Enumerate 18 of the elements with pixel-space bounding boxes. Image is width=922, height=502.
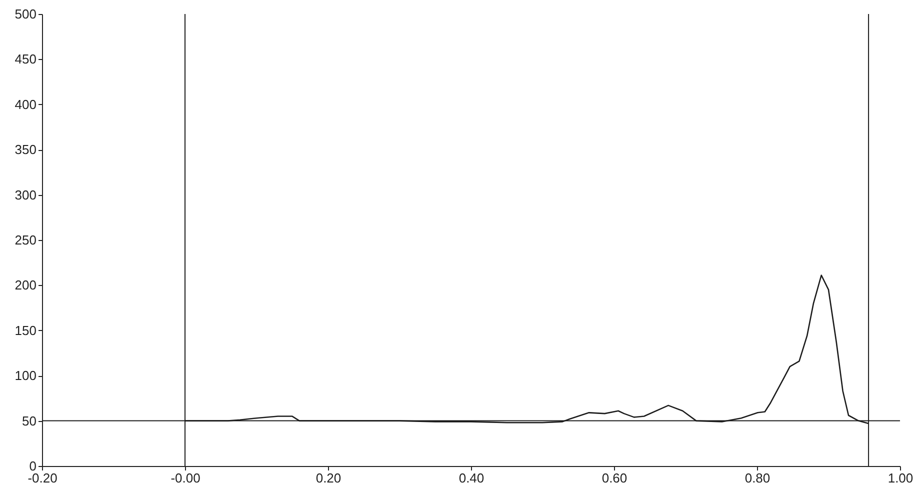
y-tick-label: 0 xyxy=(29,458,36,474)
y-tick-label: 400 xyxy=(14,96,36,112)
x-tick-label: 0.60 xyxy=(602,470,628,486)
x-tick-label: -0.20 xyxy=(28,470,58,486)
y-tick-label: 300 xyxy=(14,187,36,202)
x-tick-label: 0.80 xyxy=(744,470,770,486)
x-tick-label: 1.00 xyxy=(888,470,914,486)
x-tick-label: -0.00 xyxy=(170,470,200,486)
y-tick-label: 350 xyxy=(14,142,36,158)
y-tick-label: 450 xyxy=(14,52,36,67)
y-tick-label: 50 xyxy=(22,413,36,428)
y-tick-label: 250 xyxy=(14,232,36,248)
y-tick-label: 500 xyxy=(14,6,36,22)
x-tick-label: 0.40 xyxy=(458,470,484,486)
x-tick-label: 0.20 xyxy=(316,470,342,486)
y-tick-label: 150 xyxy=(14,322,36,338)
y-tick-label: 100 xyxy=(14,368,36,384)
y-tick-label: 200 xyxy=(14,278,36,293)
